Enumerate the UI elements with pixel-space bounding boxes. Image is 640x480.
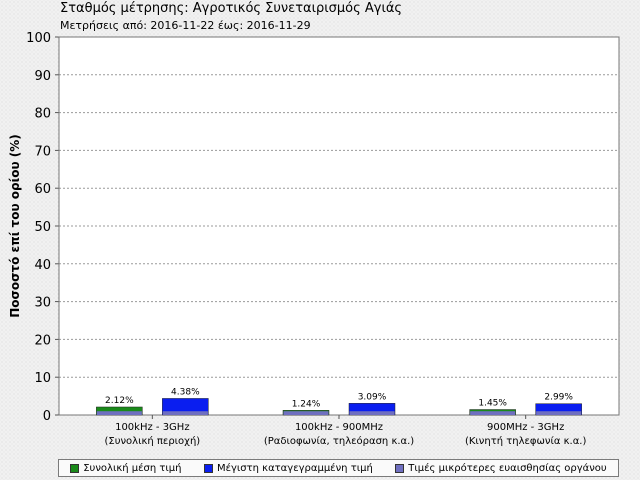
data-label-series1-cat1: 3.09% bbox=[358, 392, 387, 402]
sensitivity-band-series0-cat1 bbox=[283, 411, 329, 415]
x-axis-categories: 100kHz - 3GHz (Συνολική περιοχή) 100kHz - … bbox=[104, 415, 586, 447]
legend-label-mean: Συνολική μέση τιμή bbox=[83, 462, 182, 474]
sensitivity-band-series0-cat0 bbox=[96, 411, 142, 415]
legend-item-mean: Συνολική μέση τιμή bbox=[70, 463, 181, 474]
x-category-label-0: 100kHz - 3GHz bbox=[115, 422, 190, 433]
y-tick-label-80: 80 bbox=[34, 107, 51, 122]
x-category-sublabel-2: (Κινητή τηλεφωνία κ.α.) bbox=[465, 435, 587, 447]
sensitivity-band-series0-cat2 bbox=[470, 411, 516, 415]
legend-swatch-sensitivity bbox=[395, 463, 405, 473]
legend-swatch-mean bbox=[70, 463, 80, 473]
y-tick-label-90: 90 bbox=[34, 69, 51, 84]
x-category-label-1: 100kHz - 900MHz bbox=[295, 422, 383, 433]
grid-lines bbox=[59, 74, 619, 378]
y-axis-ticks: 0 10 20 30 40 50 60 70 80 90 100 bbox=[26, 31, 59, 424]
y-tick-label-60: 60 bbox=[34, 182, 51, 197]
data-label-series1-cat0: 4.38% bbox=[171, 387, 200, 397]
y-tick-label-10: 10 bbox=[34, 371, 51, 386]
chart-subtitle: Μετρήσεις από: 2016-11-22 έως: 2016-11-2… bbox=[60, 19, 311, 32]
legend-label-max: Μέγιστη καταγεγραμμένη τιμή bbox=[216, 462, 373, 474]
legend: Συνολική μέση τιμή Μέγιστη καταγεγραμμέν… bbox=[58, 459, 619, 477]
y-tick-label-30: 30 bbox=[34, 296, 51, 311]
y-tick-label-70: 70 bbox=[34, 144, 51, 159]
data-label-series0-cat2: 1.45% bbox=[478, 399, 507, 409]
data-labels: 2.12% 4.38% 1.24% 3.09% 1.45% 2.99% bbox=[105, 387, 573, 409]
legend-item-sensitivity: Τιμές μικρότερες ευαισθησίας οργάνου bbox=[395, 462, 607, 474]
legend-item-max: Μέγιστη καταγεγραμμένη τιμή bbox=[203, 462, 373, 474]
data-label-series0-cat1: 1.24% bbox=[292, 399, 321, 409]
sensitivity-band-series1-cat1 bbox=[349, 411, 395, 415]
data-label-series1-cat2: 2.99% bbox=[544, 393, 573, 403]
y-tick-label-100: 100 bbox=[26, 31, 51, 46]
legend-swatch-max bbox=[203, 463, 213, 473]
x-category-sublabel-0: (Συνολική περιοχή) bbox=[104, 435, 200, 447]
y-tick-label-0: 0 bbox=[43, 409, 51, 424]
chart-title: Σταθμός μέτρησης: Αγροτικός Συνεταιρισμό… bbox=[60, 1, 403, 16]
sensitivity-band-series1-cat0 bbox=[162, 411, 208, 415]
x-category-label-2: 900MHz - 3GHz bbox=[487, 422, 564, 433]
data-label-series0-cat0: 2.12% bbox=[105, 396, 134, 406]
legend-label-sensitivity: Τιμές μικρότερες ευαισθησίας οργάνου bbox=[408, 462, 607, 474]
bars bbox=[96, 398, 582, 416]
y-axis-label: Ποσοστό επί του ορίου (%) bbox=[8, 134, 22, 318]
y-tick-label-50: 50 bbox=[34, 220, 51, 235]
x-category-sublabel-1: (Ραδιοφωνία, τηλεόραση κ.α.) bbox=[264, 435, 414, 447]
y-tick-label-40: 40 bbox=[34, 258, 51, 273]
sensitivity-band-series1-cat2 bbox=[536, 411, 582, 415]
y-tick-label-20: 20 bbox=[34, 333, 51, 348]
